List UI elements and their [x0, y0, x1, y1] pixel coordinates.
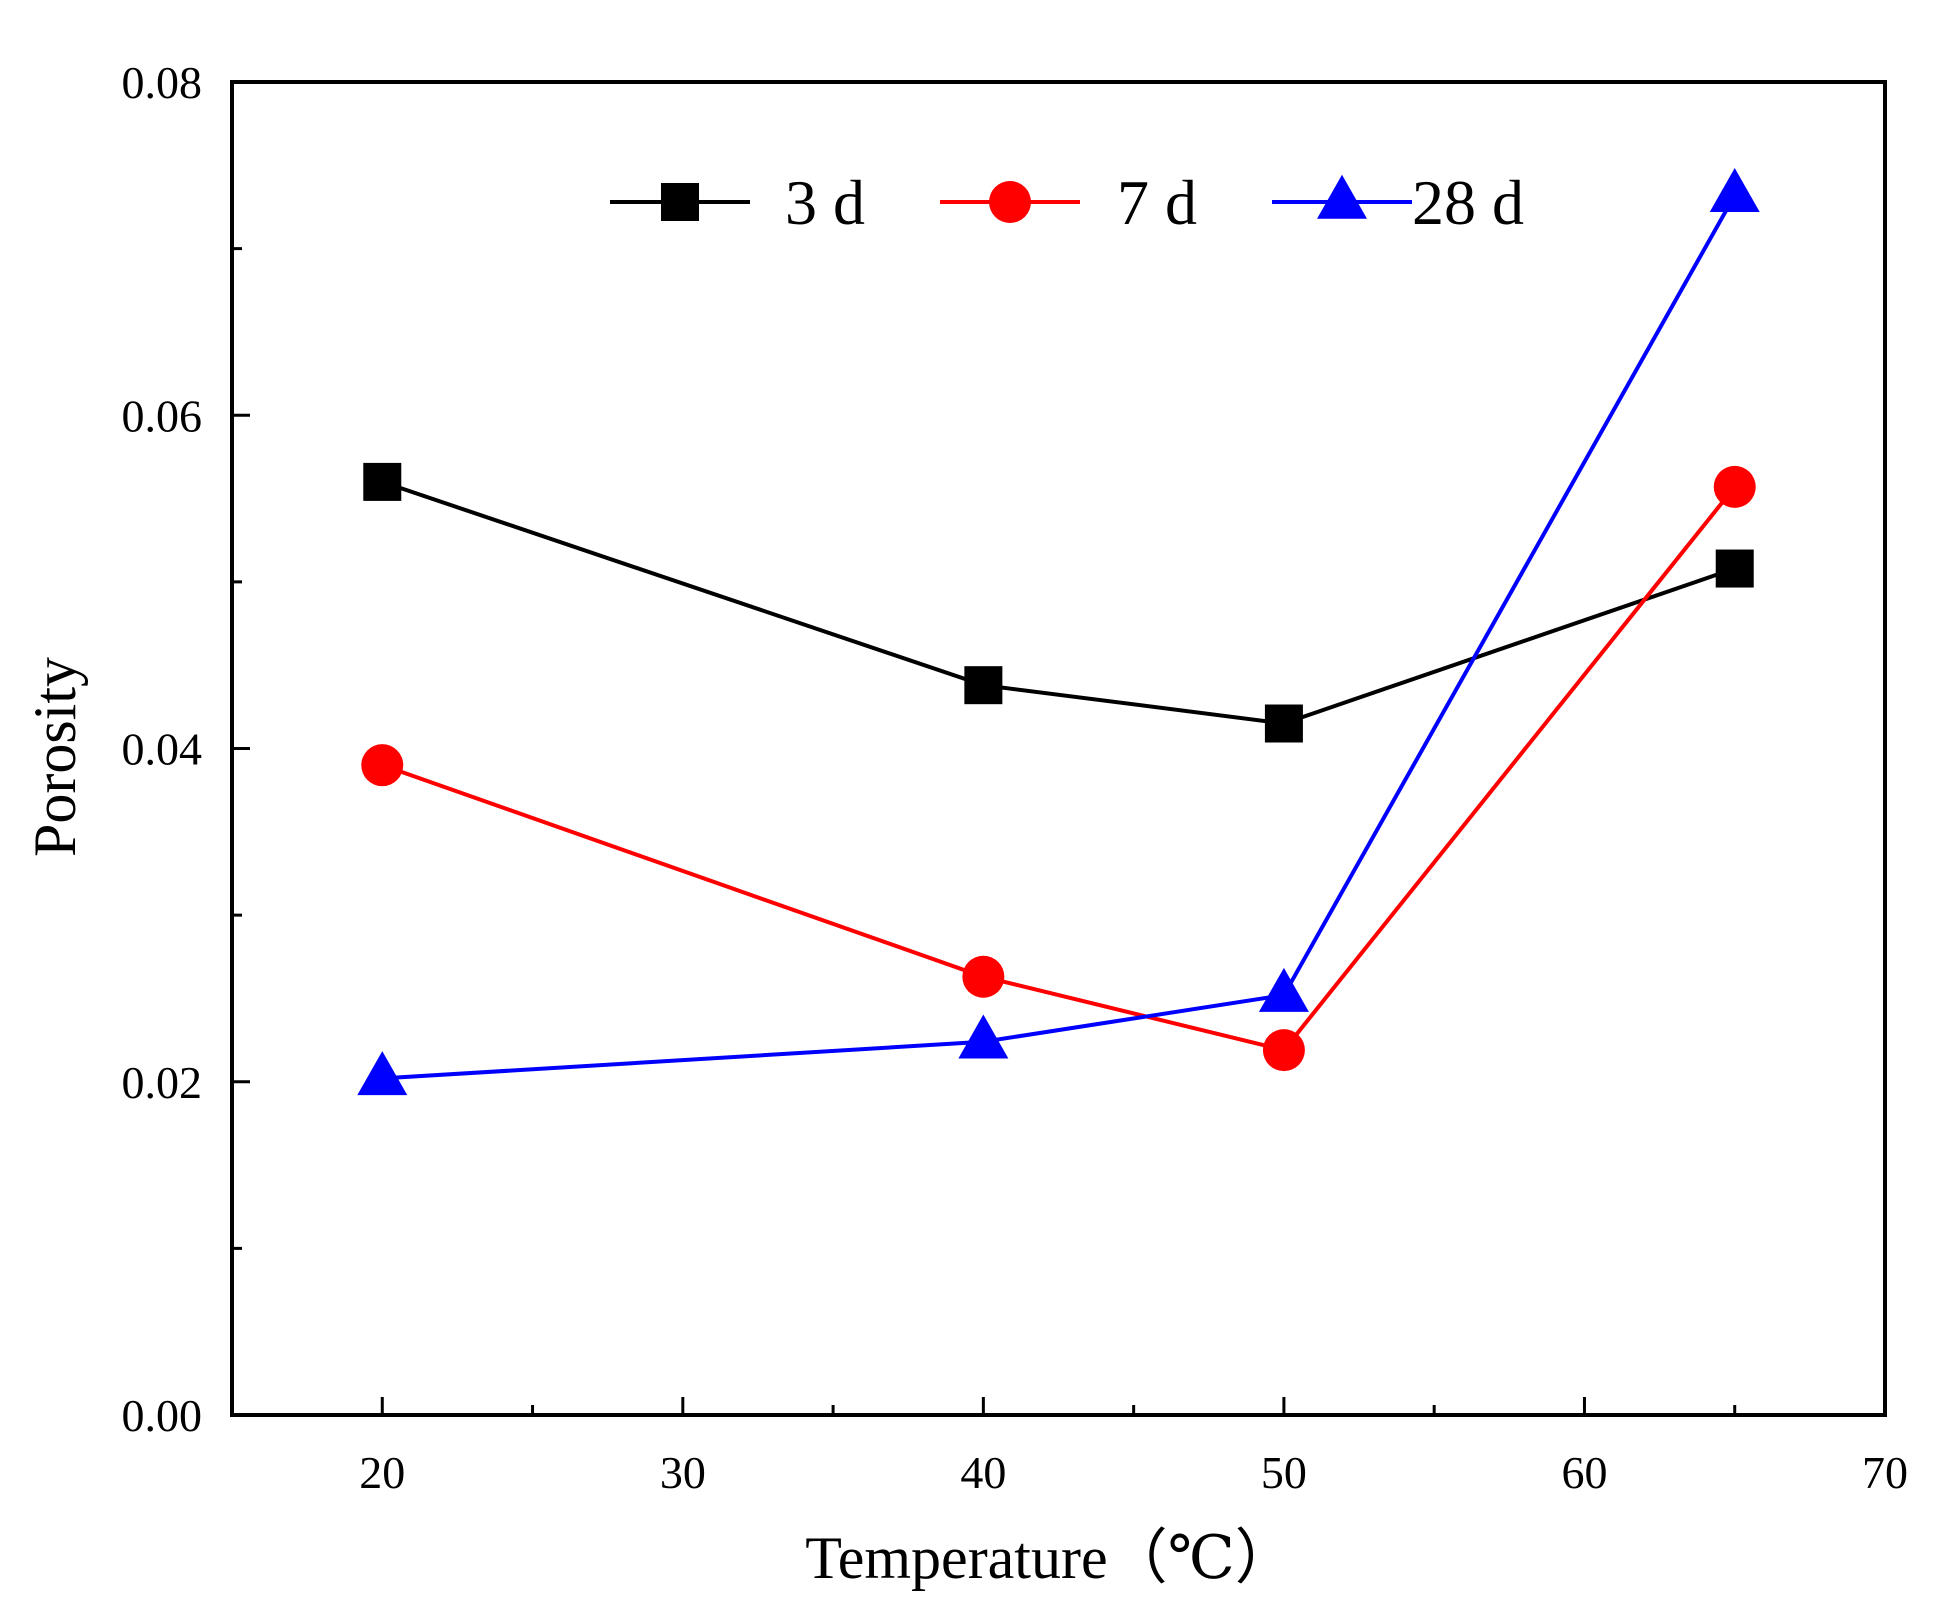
legend-item-2: 28 d — [1272, 167, 1524, 238]
data-point-2-2 — [1258, 967, 1309, 1012]
legend-item-1: 7 d — [940, 167, 1197, 238]
data-point-0-1 — [964, 666, 1003, 705]
data-point-0-2 — [1264, 704, 1303, 743]
series-line-1 — [381, 485, 1737, 1053]
data-point-1-2 — [1262, 1029, 1305, 1072]
series-layer — [357, 168, 1760, 1096]
series-2 — [357, 168, 1760, 1096]
y-axis-title: Porosity — [22, 657, 88, 857]
x-tick-label: 40 — [960, 1447, 1006, 1498]
axes-layer: 20 30 40 50 60 70 0.00 0.02 0.04 0.06 0.08 — [122, 57, 1909, 1498]
legend-marker-2 — [1317, 174, 1367, 219]
data-point-0-3 — [1715, 549, 1754, 588]
data-point-1-3 — [1713, 465, 1756, 508]
x-tick-label: 70 — [1862, 1447, 1908, 1498]
data-point-1-1 — [962, 955, 1005, 998]
y-tick-label: 0.08 — [122, 57, 203, 108]
series-line-2 — [382, 194, 1737, 1081]
data-point-2-0 — [357, 1051, 408, 1096]
series-line-0 — [381, 480, 1736, 726]
data-point-2-1 — [958, 1014, 1009, 1059]
series-1 — [361, 465, 1756, 1072]
legend-item-0: 3 d — [610, 167, 865, 238]
data-point-0-0 — [363, 462, 402, 501]
y-tick-label: 0.06 — [122, 390, 203, 441]
legend-marker-1 — [989, 181, 1031, 223]
legend-label-0: 3 d — [785, 167, 865, 238]
x-tick-label: 60 — [1561, 1447, 1607, 1498]
y-tick-label: 0.04 — [122, 724, 203, 775]
series-0 — [363, 462, 1754, 743]
data-point-1-0 — [361, 744, 404, 787]
legend-label-2: 28 d — [1412, 167, 1524, 238]
x-tick-label: 50 — [1261, 1447, 1307, 1498]
x-axis-title: Temperature（℃） — [805, 1525, 1294, 1591]
y-tick-label: 0.02 — [122, 1057, 203, 1108]
x-tick-label: 30 — [660, 1447, 706, 1498]
legend-label-1: 7 d — [1117, 167, 1197, 238]
legend: 3 d 7 d 28 d — [610, 167, 1524, 238]
plot-frame — [230, 80, 1887, 1417]
y-tick-label: 0.00 — [122, 1390, 203, 1441]
data-point-2-3 — [1709, 168, 1760, 213]
x-tick-label: 20 — [359, 1447, 405, 1498]
legend-marker-0 — [661, 183, 699, 221]
